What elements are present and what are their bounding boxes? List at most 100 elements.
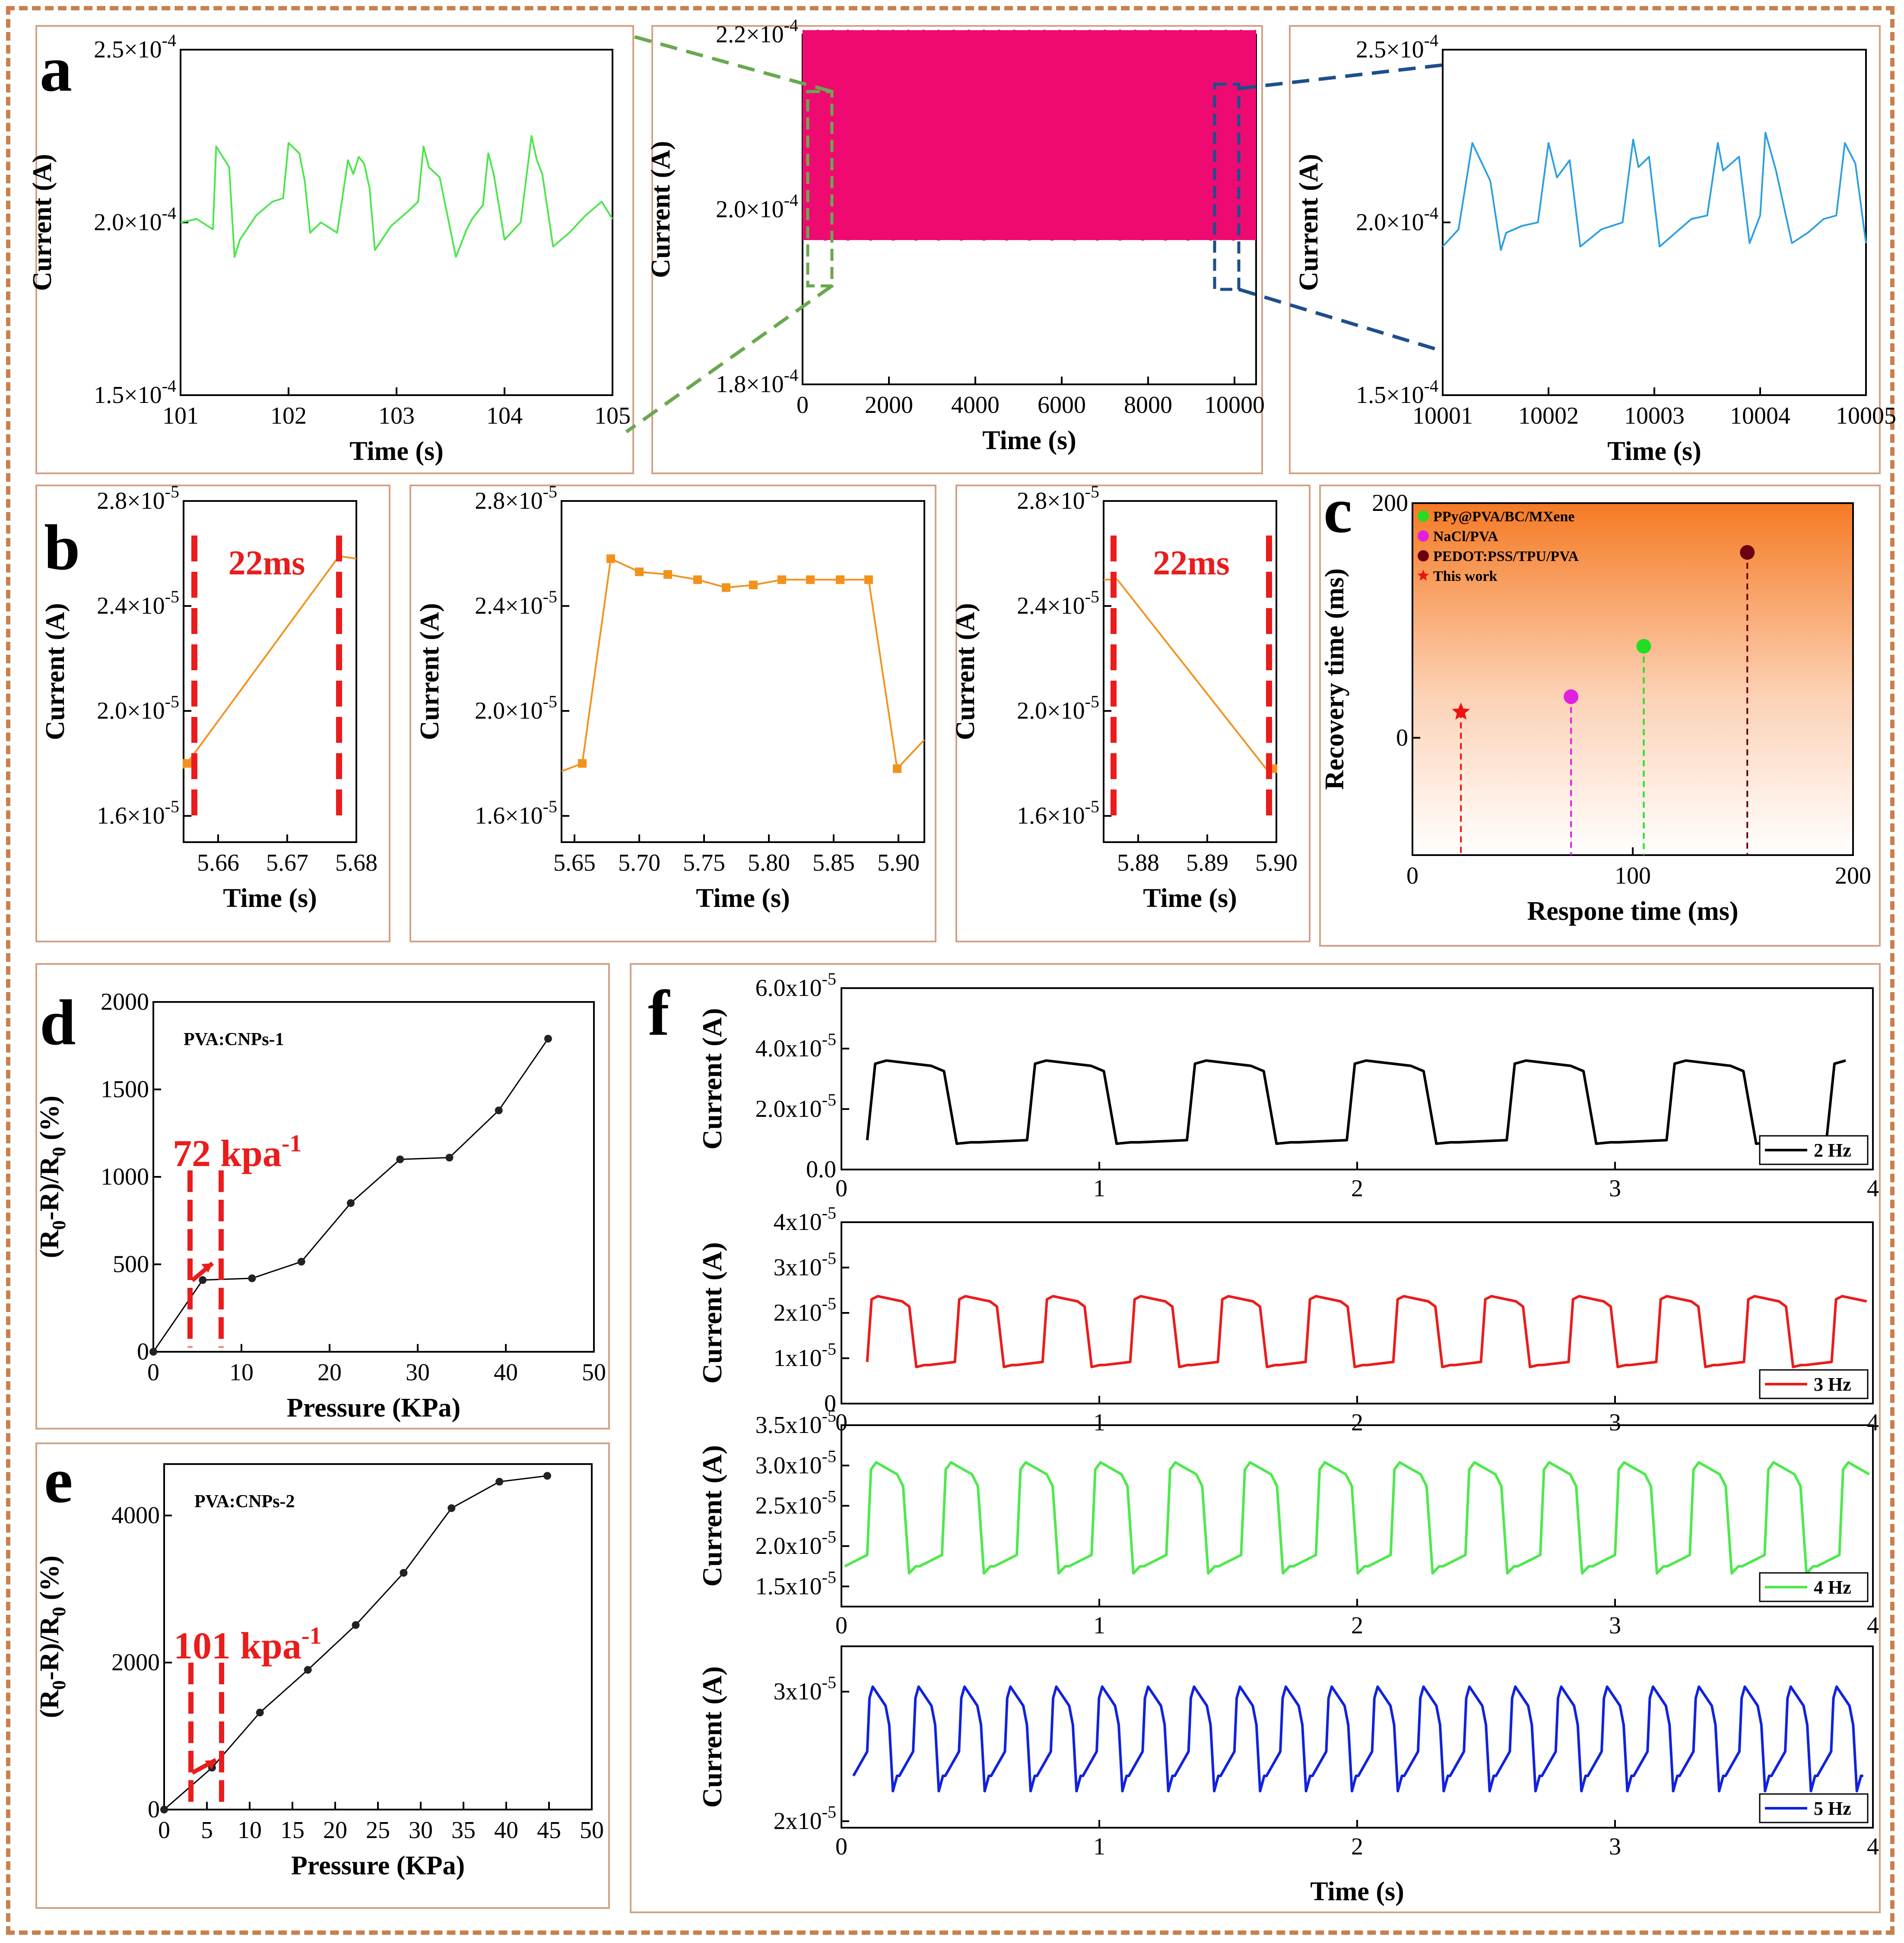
y-tick-label: 2.0×10-5 [97,692,179,724]
y-tick-label: 2000 [101,989,149,1015]
y-tick-label: 3.5x10-5 [755,1406,836,1439]
gradient-background [1412,503,1853,855]
series-line-a3 [1442,132,1867,251]
chart-title: PVA:CNPs-2 [194,1492,295,1512]
x-tick-label: 10002 [1518,403,1579,429]
zoom-box-start [806,90,834,288]
x-tick-label: 8000 [1124,392,1172,418]
x-tick-label: 2000 [865,392,913,418]
y-axis-label: Current (A) [1294,154,1323,291]
figure-border [6,6,1894,1935]
data-point [297,1258,305,1266]
sensitivity-annotation: 72 kpa-1 [173,1130,302,1175]
slope-arrowhead [201,1263,213,1273]
y-tick-label: 1.5x10-5 [755,1567,836,1600]
x-tick-label: 5.66 [197,849,239,876]
panel-label-c: c [1323,475,1352,546]
x-tick-label: 50 [582,1359,606,1386]
subplot-4-Hz: 0 1 2 3 4 1.5x10-5 2.0x10-5 2.5x10-5 3.0x10-5 3.5… [697,1406,1879,1639]
x-tick-label: 100 [1615,862,1651,889]
plot-frame [561,500,925,843]
chart-a1: 101 102 103 104 105 1.5×10-4 2.0×10-4 2.5×10-4 T… [28,31,631,466]
sensitivity-annotation: 101 kpa-1 [174,1623,322,1667]
data-marker [635,567,644,577]
x-tick-label: 200 [1835,862,1871,889]
x-tick-label: 101 [162,403,199,429]
y-axis-label: Current (A) [697,1008,727,1150]
x-tick-label: 0 [147,1359,159,1386]
x-tick-label: 2 [1351,1612,1363,1639]
plot-frame [841,1221,1874,1404]
y-axis-label: Current (A) [697,1445,727,1587]
legend-entry: NaCl/PVA [1433,529,1498,545]
y-tick-label: 1x10-5 [774,1339,836,1372]
chart-a2: 0 2000 4000 6000 8000 10000 1.8×10-4 2.0×10-4 2.… [646,16,1265,455]
x-tick-label: 15 [280,1817,305,1844]
data-point-star [1452,702,1470,720]
panel-label-e: e [44,1445,73,1516]
x-tick-label: 104 [486,403,523,429]
x-axis-label: Pressure (KPa) [287,1393,460,1423]
y-tick-label: 2x10-5 [774,1294,836,1326]
legend-label: 2 Hz [1814,1140,1851,1161]
legend-label: 3 Hz [1814,1374,1851,1395]
subplot-2-Hz: 0 1 2 3 4 0.0 2.0x10-5 4.0x10-5 6.0x10-5 Current … [697,969,1879,1202]
x-tick-label: 20 [317,1359,342,1386]
y-tick-label: 4.0x10-5 [755,1030,836,1062]
y-tick-label: 2.4×10-5 [97,587,179,619]
y-axis-label: Current (A) [697,1666,727,1808]
y-tick-label: 1.5×10-4 [94,376,176,409]
y-tick-label: 1.8×10-4 [716,365,798,398]
x-axis-label: Time (s) [1607,437,1701,466]
data-marker [836,575,844,584]
signal-top-edge-a2 [802,29,1257,35]
x-tick-label: 5.75 [683,849,725,876]
slope-arrowhead [205,1760,216,1769]
x-tick-label: 0 [158,1817,170,1844]
x-tick-label: 4 [1867,1833,1879,1860]
x-tick-label: 5.90 [877,849,920,876]
data-marker [777,575,786,584]
y-tick-label: 2.4×10-5 [475,587,557,619]
x-tick-label: 3 [1609,1612,1621,1639]
legend-marker [1418,550,1429,561]
x-tick-label: 3 [1609,1409,1621,1436]
x-tick-label: 10 [229,1359,254,1386]
zoom-box-end [1213,82,1241,291]
legend-box [1759,1572,1869,1602]
panel-b3-frame [955,485,1311,942]
y-tick-label: 0 [137,1338,149,1365]
legend-entry: PPy@PVA/BC/MXene [1433,509,1575,525]
y-tick-label: 2.2×10-4 [716,16,798,48]
zoom-link-bottom-right [1238,288,1439,352]
x-tick-label: 1 [1093,1175,1105,1202]
x-axis-label: Time (s) [1310,1877,1404,1906]
data-point [396,1155,404,1163]
panel-e-frame [35,1442,610,1909]
x-axis-label: Time (s) [982,426,1076,455]
x-tick-label: 0 [1406,862,1418,889]
plot-frame [183,500,357,843]
x-tick-label: 0 [835,1833,847,1860]
x-tick-label: 10003 [1624,403,1685,429]
y-tick-label: 1500 [101,1076,149,1103]
data-point [160,1806,168,1813]
y-tick-label: 2.4×10-5 [1017,587,1099,619]
chart-b3: 5.88 5.89 5.90 1.6×10-5 2.0×10-5 2.4×10-5 2.8×… [951,482,1298,913]
y-tick-label: 2.0×10-4 [716,190,798,223]
y-tick-label: 2.5×10-4 [94,31,176,63]
x-tick-label: 6000 [1038,392,1086,418]
x-tick-label: 103 [378,403,415,429]
x-axis-label: Pressure (KPa) [291,1851,465,1880]
x-tick-label: 1 [1093,1612,1105,1639]
x-tick-label: 1 [1093,1833,1105,1860]
x-tick-label: 3 [1609,1175,1621,1202]
chart-title: PVA:CNPs-1 [184,1030,284,1049]
y-tick-label: 4000 [111,1502,160,1529]
y-tick-label: 500 [113,1251,149,1278]
chart-b2: 5.65 5.70 5.75 5.80 5.85 5.90 1.6×10-5 2.0×10-5… [415,482,925,913]
x-axis-label: Time (s) [1143,884,1237,913]
x-tick-label: 0 [835,1175,847,1202]
x-tick-label: 5.90 [1255,849,1298,876]
data-point [1564,689,1579,704]
